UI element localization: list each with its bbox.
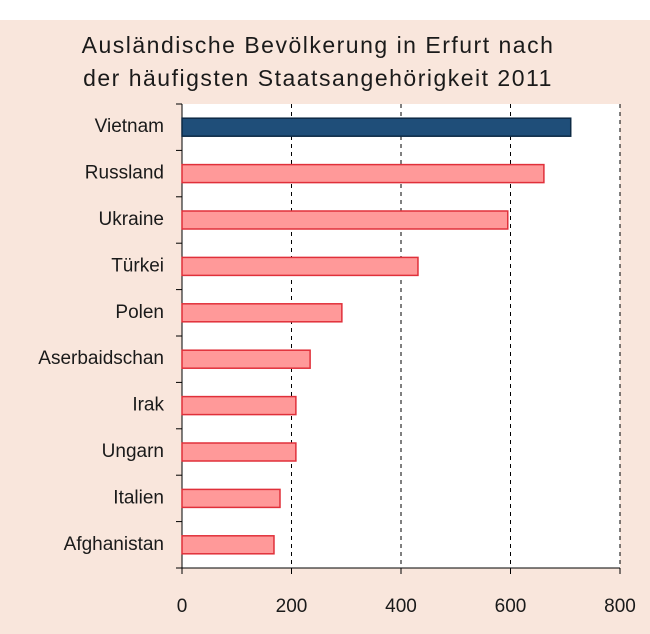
bar [181, 303, 343, 323]
y-tick-label: Vietnam [95, 116, 164, 137]
bar [181, 210, 509, 230]
bar [181, 256, 419, 277]
x-tick-label: 200 [276, 596, 308, 617]
y-tick-label: Ukraine [99, 209, 164, 230]
x-tick-label: 600 [495, 596, 527, 617]
bar [181, 117, 572, 137]
chart-title: der häufigsten Staatsangehörigkeit 2011 [83, 65, 553, 91]
x-tick-label: 0 [177, 596, 188, 617]
y-tick-label: Italien [113, 487, 164, 508]
y-tick-label: Polen [115, 302, 164, 323]
bar [181, 349, 311, 369]
x-tick-label: 800 [604, 596, 636, 617]
bar [181, 488, 281, 509]
chart-title: Ausländische Bevölkerung in Erfurt nach [82, 32, 555, 58]
x-tick-label: 400 [385, 596, 417, 617]
y-tick-label: Russland [85, 163, 164, 184]
bar [181, 535, 275, 555]
y-tick-label: Afghanistan [64, 534, 164, 555]
bar [181, 163, 545, 184]
bar [181, 395, 297, 416]
bar [181, 442, 297, 462]
y-tick-label: Ungarn [102, 441, 164, 462]
y-tick-label: Aserbaidschan [38, 348, 164, 369]
y-tick-label: Türkei [111, 255, 164, 276]
y-tick-label: Irak [132, 395, 164, 416]
